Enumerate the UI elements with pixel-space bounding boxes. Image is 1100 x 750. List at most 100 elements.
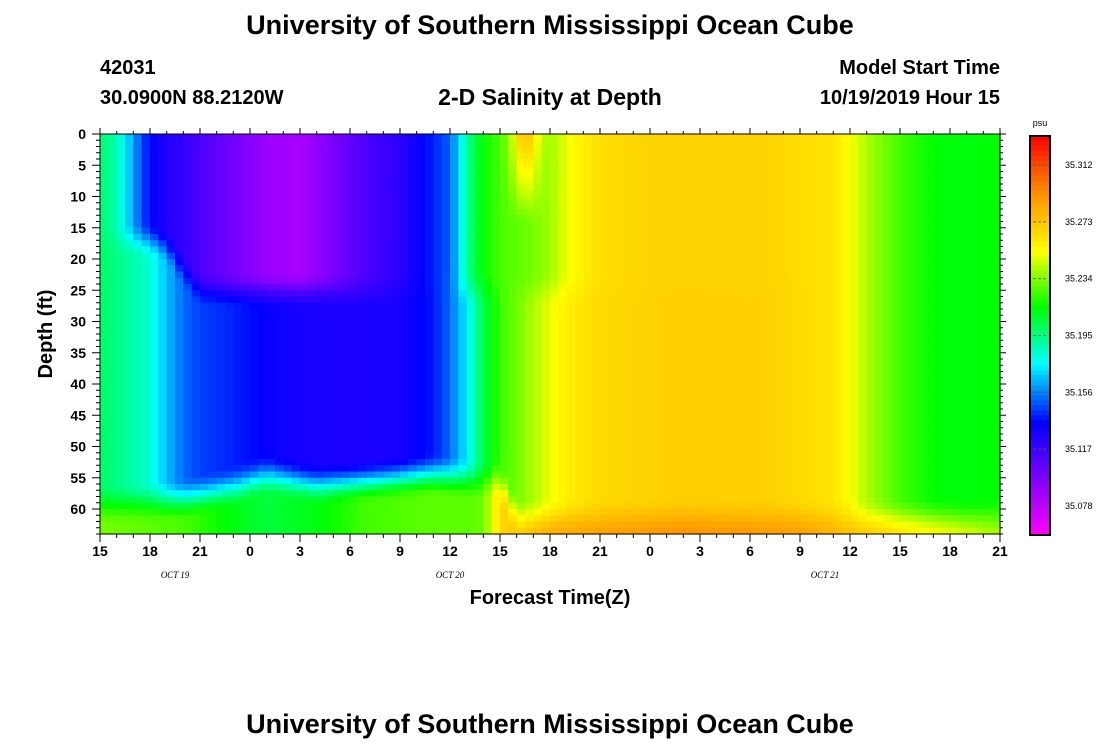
heatmap-cell — [425, 184, 434, 191]
heatmap-cell — [608, 340, 618, 348]
heatmap-cell — [591, 140, 601, 148]
heatmap-cell — [475, 515, 484, 523]
heatmap-cell — [600, 409, 609, 416]
heatmap-cell — [291, 140, 301, 148]
heatmap-cell — [383, 159, 393, 166]
heatmap-cell — [175, 334, 184, 341]
heatmap-cell — [441, 459, 451, 466]
heatmap-cell — [408, 259, 418, 266]
heatmap-cell — [533, 434, 543, 441]
heatmap-cell — [358, 252, 368, 260]
heatmap-cell — [416, 502, 426, 510]
heatmap-cell — [266, 134, 276, 141]
heatmap-cell — [550, 509, 559, 516]
heatmap-cell — [616, 459, 626, 466]
heatmap-cell — [175, 165, 184, 173]
heatmap-cell — [450, 290, 459, 298]
heatmap-cell — [300, 321, 309, 329]
heatmap-cell — [341, 371, 351, 379]
heatmap-cell — [116, 190, 126, 198]
heatmap-cell — [608, 234, 618, 241]
heatmap-cell — [200, 459, 209, 466]
heatmap-cell — [408, 302, 418, 310]
heatmap-cell — [225, 359, 234, 366]
heatmap-cell — [616, 159, 626, 166]
heatmap-cell — [158, 246, 168, 254]
heatmap-cell — [116, 359, 126, 366]
heatmap-cell — [450, 359, 459, 366]
heatmap-cell — [683, 527, 693, 535]
heatmap-cell — [416, 290, 426, 298]
heatmap-cell — [475, 396, 484, 404]
heatmap-cell — [341, 221, 351, 229]
heatmap-cell — [183, 459, 193, 466]
heatmap-cell — [183, 352, 193, 360]
heatmap-cell — [691, 409, 701, 416]
heatmap-cell — [350, 496, 359, 504]
heatmap-cell — [258, 140, 268, 148]
heatmap-cell — [316, 515, 326, 523]
heatmap-cell — [483, 515, 493, 523]
heatmap-cell — [708, 384, 718, 391]
heatmap-cell — [258, 377, 268, 385]
heatmap-cell — [608, 146, 618, 154]
heatmap-cell — [141, 384, 151, 391]
heatmap-cell — [633, 277, 643, 285]
heatmap-cell — [183, 327, 193, 335]
heatmap-cell — [675, 421, 684, 429]
heatmap-cell — [366, 271, 376, 279]
heatmap-cell — [325, 190, 334, 198]
heatmap-cell — [308, 452, 318, 460]
heatmap-cell — [175, 340, 184, 348]
heatmap-cell — [558, 415, 568, 423]
heatmap-cell — [733, 390, 743, 398]
heatmap-cell — [666, 459, 676, 466]
heatmap-cell — [241, 246, 251, 254]
heatmap-cell — [258, 259, 268, 266]
heatmap-cell — [475, 309, 484, 316]
heatmap-cell — [116, 327, 126, 335]
heatmap-cell — [600, 177, 609, 185]
heatmap-cell — [400, 434, 409, 441]
heatmap-cell — [125, 215, 134, 223]
heatmap-cell — [375, 221, 384, 229]
heatmap-cell — [450, 502, 459, 510]
heatmap-cell — [741, 277, 751, 285]
heatmap-cell — [250, 509, 259, 516]
heatmap-cell — [300, 390, 309, 398]
heatmap-cell — [566, 177, 576, 185]
heatmap-cell — [725, 390, 734, 398]
heatmap-cell — [241, 427, 251, 435]
heatmap-cell — [516, 527, 526, 535]
heatmap-cell — [450, 515, 459, 523]
heatmap-cell — [633, 502, 643, 510]
heatmap-cell — [100, 521, 109, 529]
heatmap-cell — [258, 309, 268, 316]
heatmap-cell — [508, 459, 518, 466]
heatmap-cell — [183, 221, 193, 229]
heatmap-cell — [316, 140, 326, 148]
heatmap-cell — [158, 227, 168, 235]
heatmap-cell — [366, 177, 376, 185]
heatmap-cell — [625, 152, 634, 160]
heatmap-cell — [666, 521, 676, 529]
heatmap-cell — [575, 240, 584, 248]
heatmap-cell — [175, 409, 184, 416]
heatmap-cell — [308, 390, 318, 398]
heatmap-cell — [683, 346, 693, 354]
heatmap-cell — [225, 221, 234, 229]
heatmap-cell — [266, 459, 276, 466]
heatmap-cell — [433, 215, 443, 223]
heatmap-cell — [108, 240, 118, 248]
heatmap-cell — [441, 246, 451, 254]
heatmap-cell — [258, 434, 268, 441]
heatmap-cell — [691, 521, 701, 529]
heatmap-cell — [258, 240, 268, 248]
heatmap-cell — [533, 184, 543, 191]
heatmap-cell — [600, 402, 609, 410]
heatmap-cell — [575, 471, 584, 479]
heatmap-cell — [575, 434, 584, 441]
heatmap-cell — [216, 265, 226, 273]
heatmap-cell — [358, 327, 368, 335]
heatmap-cell — [308, 365, 318, 373]
